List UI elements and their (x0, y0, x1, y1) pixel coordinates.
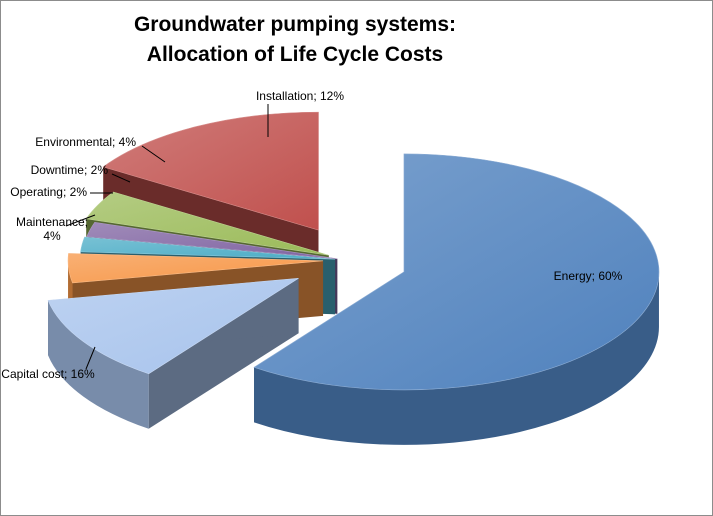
data-label-downtime: Downtime; 2% (31, 163, 109, 177)
leader-line-environmental (141, 145, 166, 163)
chart-title: Groundwater pumping systems: Allocation … (0, 10, 590, 70)
leader-line-capital-cost (85, 346, 96, 370)
leader-line-maintenance (65, 214, 96, 227)
slice-capital-cost (102, 111, 319, 231)
data-label-capital-cost: Capital cost; 16% (1, 367, 95, 381)
data-label-maintenance: Maintenance; (16, 215, 88, 229)
data-label-environmental: Environmental; 4% (35, 135, 136, 149)
chart-title-line-1: Groundwater pumping systems: (133, 13, 457, 36)
data-label-installation: Installation; 12% (256, 89, 344, 103)
slice-rim-energy (254, 271, 659, 445)
slice-energy (253, 153, 660, 391)
data-label-operating: Operating; 2% (10, 185, 87, 199)
leader-line-downtime (111, 173, 131, 183)
slice-environmental (67, 253, 324, 284)
slice-downtime (80, 236, 336, 260)
data-label-maintenance-line-2: 4% (43, 229, 61, 243)
slice-installation (47, 277, 299, 375)
slice-rim-installation (48, 300, 149, 429)
data-label-energy: Energy; 60% (554, 269, 623, 283)
slice-operating (86, 221, 338, 260)
chart-title-line-2: Allocation of Life Cycle Costs (146, 43, 444, 66)
